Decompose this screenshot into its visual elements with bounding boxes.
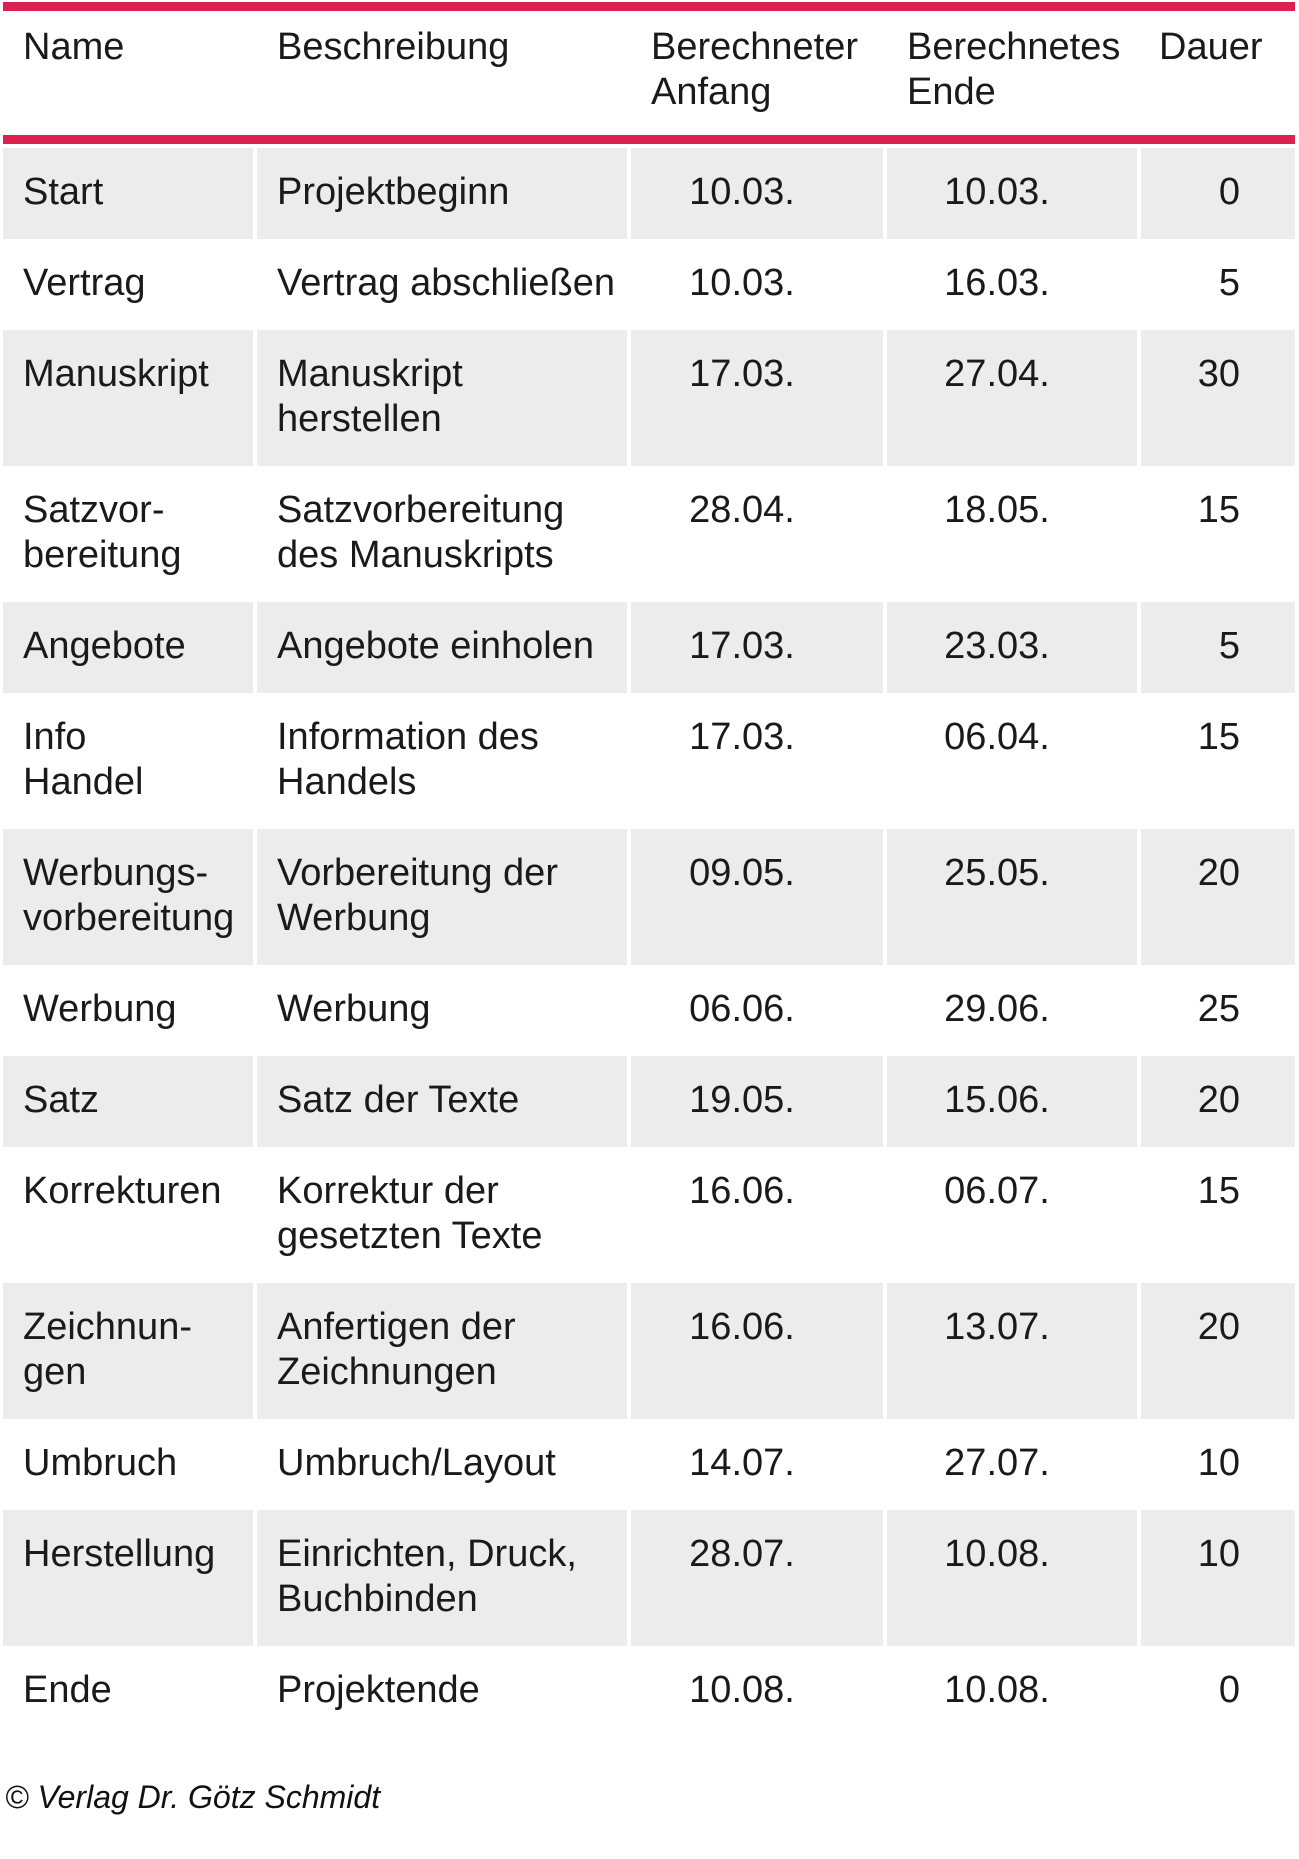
table-row: Manuskript Manuskript herstellen 17.03. 27.…: [3, 330, 1295, 466]
cell-name: Herstellung: [3, 1510, 253, 1646]
cell-ende: 10.08.: [887, 1510, 1137, 1646]
table-row: Zeichnun- gen Anfertigen der Zeichnungen 1…: [3, 1283, 1295, 1419]
cell-beschreibung: Projektende: [277, 1669, 480, 1711]
cell-anfang: 17.03.: [689, 716, 795, 758]
cell-dauer: 30: [1141, 330, 1295, 466]
cell-beschreibung: Vertrag abschließen: [277, 262, 615, 304]
cell-dauer: 25: [1197, 988, 1240, 1030]
table-row: Vertrag Vertrag abschließen 10.03. 16.03. 5: [3, 239, 1295, 330]
cell-ende: 13.07.: [887, 1283, 1137, 1419]
cell-beschreibung: Anfertigen der Zeichnungen: [257, 1283, 627, 1419]
cell-dauer: 15: [1197, 1170, 1240, 1212]
table-row: Satzvor- bereitung Satzvorbereitung des M…: [3, 466, 1295, 602]
cell-dauer: 5: [1141, 602, 1295, 693]
cell-anfang: 16.06.: [631, 1283, 883, 1419]
cell-dauer: 20: [1141, 829, 1295, 965]
cell-anfang: 28.04.: [689, 489, 795, 531]
cell-ende: 27.07.: [944, 1442, 1050, 1484]
cell-ende: 15.06.: [887, 1056, 1137, 1147]
cell-beschreibung: Satz der Texte: [257, 1056, 627, 1147]
cell-anfang: 17.03.: [631, 602, 883, 693]
cell-anfang: 10.03.: [631, 148, 883, 239]
cell-anfang: 28.07.: [631, 1510, 883, 1646]
table-row: Werbung Werbung 06.06. 29.06. 25: [3, 965, 1295, 1056]
cell-ende: 06.07.: [944, 1170, 1050, 1212]
column-header-berechneter-anfang: Berechneter Anfang: [651, 26, 859, 113]
cell-beschreibung: Vorbereitung der Werbung: [257, 829, 627, 965]
cell-name: Werbungs- vorbereitung: [3, 829, 253, 965]
cell-ende: 10.03.: [887, 148, 1137, 239]
column-header-dauer: Dauer: [1159, 26, 1263, 68]
cell-dauer: 5: [1218, 262, 1240, 304]
table-header-row: Name Beschreibung Berechneter Anfang Ber…: [3, 11, 1295, 135]
table-row: Ende Projektende 10.08. 10.08. 0: [3, 1646, 1295, 1737]
cell-anfang: 10.08.: [689, 1669, 795, 1711]
cell-anfang: 10.03.: [689, 262, 795, 304]
cell-name: Umbruch: [23, 1442, 178, 1484]
page: Name Beschreibung Berechneter Anfang Ber…: [3, 0, 1295, 1816]
cell-name: Satzvor- bereitung: [23, 489, 182, 576]
cell-ende: 10.08.: [944, 1669, 1050, 1711]
table-row: Umbruch Umbruch/Layout 14.07. 27.07. 10: [3, 1419, 1295, 1510]
cell-beschreibung: Korrektur der gesetzten Texte: [277, 1170, 543, 1257]
cell-dauer: 0: [1141, 148, 1295, 239]
cell-anfang: 19.05.: [631, 1056, 883, 1147]
table-row: Info Handel Information des Handels 17.03.…: [3, 693, 1295, 829]
cell-ende: 16.03.: [944, 262, 1050, 304]
cell-dauer: 0: [1218, 1669, 1240, 1711]
cell-name: Vertrag: [23, 262, 146, 304]
cell-beschreibung: Satzvorbereitung des Manuskripts: [277, 489, 565, 576]
cell-dauer: 10: [1141, 1510, 1295, 1646]
cell-ende: 18.05.: [944, 489, 1050, 531]
table-row: Werbungs- vorbereitung Vorbereitung der W…: [3, 829, 1295, 965]
cell-dauer: 20: [1141, 1283, 1295, 1419]
column-header-beschreibung: Beschreibung: [277, 26, 510, 68]
cell-name: Ende: [23, 1669, 112, 1711]
column-header-name: Name: [23, 26, 125, 68]
header-divider-bar: [3, 135, 1295, 144]
cell-anfang: 16.06.: [689, 1170, 795, 1212]
top-accent-bar: [3, 2, 1295, 11]
cell-name: Start: [3, 148, 253, 239]
cell-beschreibung: Projektbeginn: [257, 148, 627, 239]
cell-dauer: 10: [1197, 1442, 1240, 1484]
table-row: Satz Satz der Texte 19.05. 15.06. 20: [3, 1056, 1295, 1147]
cell-name: Korrekturen: [23, 1170, 222, 1212]
table-row: Start Projektbeginn 10.03. 10.03. 0: [3, 148, 1295, 239]
cell-dauer: 15: [1197, 716, 1240, 758]
cell-anfang: 09.05.: [631, 829, 883, 965]
cell-name: Werbung: [23, 988, 177, 1030]
cell-anfang: 17.03.: [631, 330, 883, 466]
cell-beschreibung: Angebote einholen: [257, 602, 627, 693]
cell-dauer: 15: [1197, 489, 1240, 531]
cell-beschreibung: Manuskript herstellen: [257, 330, 627, 466]
table-row: Angebote Angebote einholen 17.03. 23.03. 5: [3, 602, 1295, 693]
cell-name: Info Handel: [23, 716, 144, 803]
cell-dauer: 20: [1141, 1056, 1295, 1147]
copyright-text: © Verlag Dr. Götz Schmidt: [5, 1779, 381, 1815]
cell-name: Angebote: [3, 602, 253, 693]
cell-name: Manuskript: [3, 330, 253, 466]
cell-ende: 29.06.: [944, 988, 1050, 1030]
cell-beschreibung: Umbruch/Layout: [277, 1442, 556, 1484]
cell-anfang: 14.07.: [689, 1442, 795, 1484]
cell-ende: 27.04.: [887, 330, 1137, 466]
table-row: Korrekturen Korrektur der gesetzten Texte…: [3, 1147, 1295, 1283]
table-body: Start Projektbeginn 10.03. 10.03. 0 Vertrag Ve…: [3, 148, 1295, 1737]
cell-beschreibung: Einrichten, Druck, Buchbinden: [257, 1510, 627, 1646]
cell-beschreibung: Information des Handels: [277, 716, 539, 803]
cell-ende: 23.03.: [887, 602, 1137, 693]
cell-anfang: 06.06.: [689, 988, 795, 1030]
column-header-berechnetes-ende: Berechnetes Ende: [907, 26, 1121, 113]
table-row: Herstellung Einrichten, Druck, Buchbinden…: [3, 1510, 1295, 1646]
cell-name: Satz: [3, 1056, 253, 1147]
cell-ende: 25.05.: [887, 829, 1137, 965]
cell-beschreibung: Werbung: [277, 988, 431, 1030]
cell-name: Zeichnun- gen: [3, 1283, 253, 1419]
cell-ende: 06.04.: [944, 716, 1050, 758]
